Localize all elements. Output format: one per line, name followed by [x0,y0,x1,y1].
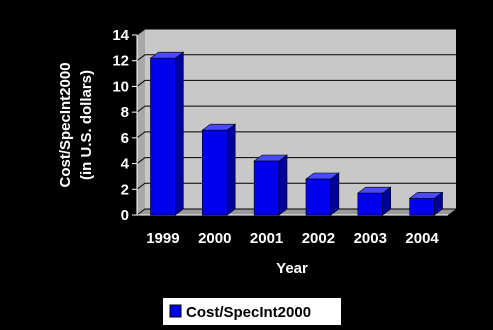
gridline [136,105,456,113]
bar [305,172,340,216]
y-tick-label: 0 [121,207,129,224]
bar-side [278,154,288,216]
bar-side [226,123,236,216]
bar-front [409,197,435,216]
y-tick-label: 6 [121,130,129,147]
y-tick-label: 4 [121,156,130,173]
x-tick-label: 2002 [302,230,335,247]
gridline [136,28,456,36]
bar-front [305,178,332,216]
y-tick-label: 10 [112,78,129,95]
plot-background [137,29,456,215]
bar-front [202,129,228,216]
y-tick-label: 8 [121,104,129,121]
y-tick-label: 2 [121,181,129,198]
bar-front [253,160,280,216]
gridline [136,208,456,216]
gridline [136,79,456,87]
x-tick-label: 2000 [198,230,231,247]
x-tick-label: 2001 [250,230,283,247]
bar-front [357,192,383,216]
x-axis-title: Year [276,260,308,277]
gridline [136,54,456,62]
bar [408,191,444,216]
gridline [136,131,456,139]
bar [253,154,288,216]
bars [149,51,444,216]
y-tick-labels: 0 2 4 6 8 10 12 14 [112,27,129,224]
x-tick-label: 2004 [405,230,439,247]
legend: Cost/SpecInt2000 [163,298,341,325]
y-axis-title-line-2: (in U.S. dollars) [78,70,95,180]
gridline [136,157,456,164]
legend-label: Cost/SpecInt2000 [186,304,311,321]
bar-front [150,57,176,216]
y-tick-label: 12 [112,53,129,70]
bar [149,51,185,216]
plot-back-wall [145,29,456,209]
bar [201,123,237,216]
x-tick-labels: 1999 2000 2001 2002 2003 2004 [146,230,439,247]
legend-box [163,298,341,325]
legend-swatch [169,304,182,318]
plot-side-wall [137,29,145,215]
y-tick-label: 14 [112,27,129,44]
bar-side [175,51,184,216]
bar-side [330,172,340,216]
gridlines [132,28,456,216]
x-tick-label: 2003 [354,230,387,247]
plot-floor [137,209,456,215]
bar [356,186,392,216]
gridline [136,182,456,190]
y-axis-title-line-1: Cost/SpecInt2000 [57,62,74,187]
x-tick-label: 1999 [146,230,179,247]
